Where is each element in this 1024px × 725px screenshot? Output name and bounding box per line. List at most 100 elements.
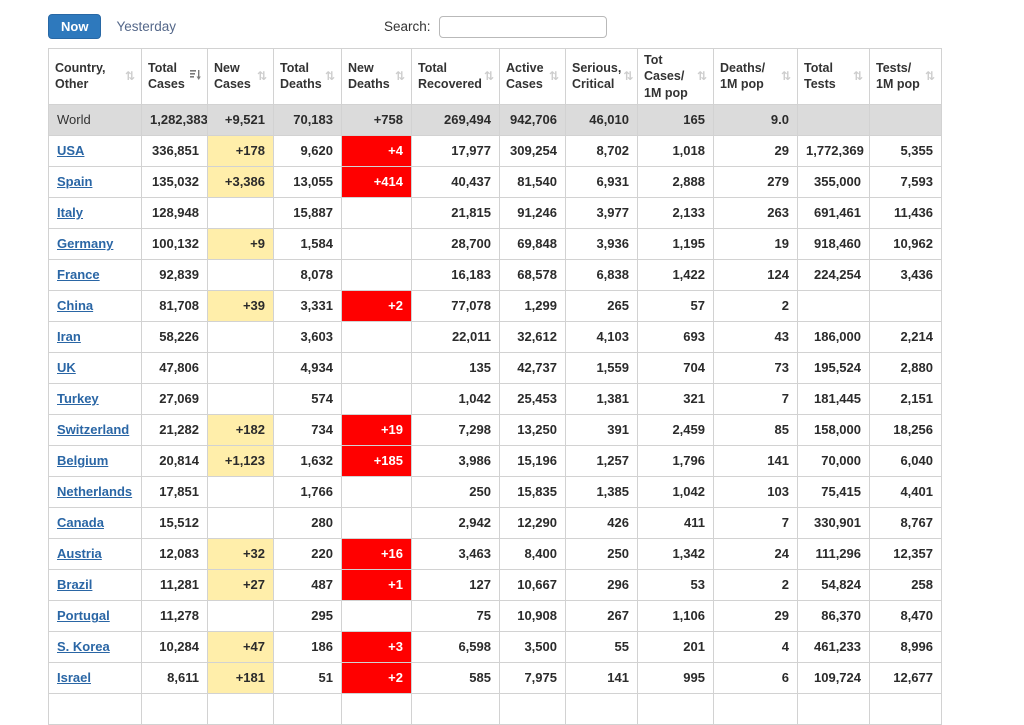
cell-country[interactable]: USA xyxy=(49,135,142,166)
cell-total_recovered: 17,977 xyxy=(412,135,500,166)
table-row: Italy128,94815,88721,81591,2463,9772,133… xyxy=(49,197,942,228)
country-link[interactable]: Spain xyxy=(57,174,92,189)
now-button[interactable]: Now xyxy=(48,14,101,39)
cell-country[interactable]: UK xyxy=(49,352,142,383)
country-link[interactable]: USA xyxy=(57,143,84,158)
table-row: USA336,851+1789,620+417,977309,2548,7021… xyxy=(49,135,942,166)
country-link[interactable]: Brazil xyxy=(57,577,92,592)
cell-country[interactable]: China xyxy=(49,290,142,321)
table-row: Israel8,611+18151+25857,9751419956109,72… xyxy=(49,662,942,693)
column-header-tests_1m[interactable]: Tests/ 1M pop⇅ xyxy=(870,49,942,105)
cell-serious_critical: 426 xyxy=(566,507,638,538)
cell-tests_1m: 8,996 xyxy=(870,631,942,662)
cell-new_deaths: +185 xyxy=(342,445,412,476)
cell-new_cases: +178 xyxy=(208,135,274,166)
cell-new_cases: +39 xyxy=(208,290,274,321)
cell-total_tests: 158,000 xyxy=(798,414,870,445)
cell-country[interactable]: S. Korea xyxy=(49,631,142,662)
table-row: Switzerland21,282+182734+197,29813,25039… xyxy=(49,414,942,445)
country-link[interactable]: Germany xyxy=(57,236,113,251)
cell-total_recovered: 3,986 xyxy=(412,445,500,476)
cell-total_tests: 330,901 xyxy=(798,507,870,538)
country-link[interactable]: Switzerland xyxy=(57,422,129,437)
cell-tests_1m xyxy=(870,290,942,321)
country-link[interactable]: Israel xyxy=(57,670,91,685)
cell-country[interactable]: Israel xyxy=(49,662,142,693)
column-header-total_tests[interactable]: Total Tests⇅ xyxy=(798,49,870,105)
cell-country[interactable]: Turkey xyxy=(49,383,142,414)
column-header-deaths_1m[interactable]: Deaths/ 1M pop⇅ xyxy=(714,49,798,105)
column-label: New Deaths xyxy=(348,60,390,93)
yesterday-link[interactable]: Yesterday xyxy=(116,19,176,34)
cell-tests_1m: 2,214 xyxy=(870,321,942,352)
cell-total_cases: 10,284 xyxy=(142,631,208,662)
country-link[interactable]: UK xyxy=(57,360,76,375)
cell-country[interactable]: Austria xyxy=(49,538,142,569)
cell-serious_critical: 6,931 xyxy=(566,166,638,197)
cell-country[interactable]: France xyxy=(49,259,142,290)
cell-total_deaths: 574 xyxy=(274,383,342,414)
column-header-active_cases[interactable]: Active Cases⇅ xyxy=(500,49,566,105)
cell-country[interactable]: Germany xyxy=(49,228,142,259)
cell-serious_critical: 8,702 xyxy=(566,135,638,166)
country-link[interactable]: China xyxy=(57,298,93,313)
column-header-serious_critical[interactable]: Serious, Critical⇅ xyxy=(566,49,638,105)
cell-total_recovered xyxy=(412,693,500,724)
country-link[interactable]: Iran xyxy=(57,329,81,344)
country-link[interactable]: Turkey xyxy=(57,391,99,406)
sort-toggle-icon: ⇅ xyxy=(484,69,494,83)
column-header-total_cases[interactable]: Total Cases xyxy=(142,49,208,105)
sort-toggle-icon: ⇅ xyxy=(395,69,405,83)
search-area: Search: xyxy=(384,16,607,38)
column-header-total_recovered[interactable]: Total Recovered⇅ xyxy=(412,49,500,105)
search-input[interactable] xyxy=(439,16,607,38)
cell-deaths_1m: 2 xyxy=(714,290,798,321)
cell-country[interactable]: Netherlands xyxy=(49,476,142,507)
country-link[interactable]: Austria xyxy=(57,546,102,561)
column-header-tot_cases_1m[interactable]: Tot Cases/ 1M pop⇅ xyxy=(638,49,714,105)
cell-total_cases: 27,069 xyxy=(142,383,208,414)
cell-tests_1m: 2,151 xyxy=(870,383,942,414)
cell-serious_critical: 265 xyxy=(566,290,638,321)
cell-serious_critical: 296 xyxy=(566,569,638,600)
cell-country[interactable]: Belgium xyxy=(49,445,142,476)
table-row: Turkey27,0695741,04225,4531,3813217181,4… xyxy=(49,383,942,414)
column-header-new_deaths[interactable]: New Deaths ⇅ xyxy=(342,49,412,105)
cell-country[interactable]: Canada xyxy=(49,507,142,538)
cell-total_recovered: 21,815 xyxy=(412,197,500,228)
country-link[interactable]: France xyxy=(57,267,100,282)
country-link[interactable]: Italy xyxy=(57,205,83,220)
cell-active_cases: 10,667 xyxy=(500,569,566,600)
cell-tests_1m: 258 xyxy=(870,569,942,600)
country-link[interactable]: Canada xyxy=(57,515,104,530)
cell-deaths_1m: 43 xyxy=(714,321,798,352)
cell-deaths_1m: 29 xyxy=(714,135,798,166)
cell-country[interactable]: Spain xyxy=(49,166,142,197)
country-link[interactable]: S. Korea xyxy=(57,639,110,654)
country-link[interactable]: Netherlands xyxy=(57,484,132,499)
sort-toggle-icon: ⇅ xyxy=(925,69,935,83)
country-link[interactable]: Belgium xyxy=(57,453,108,468)
cell-total_tests: 111,296 xyxy=(798,538,870,569)
column-header-country[interactable]: Country, Other⇅ xyxy=(49,49,142,105)
cell-tot_cases_1m: 201 xyxy=(638,631,714,662)
cell-total_deaths: 3,331 xyxy=(274,290,342,321)
cell-total_tests: 109,724 xyxy=(798,662,870,693)
cell-total_cases: 11,278 xyxy=(142,600,208,631)
cell-country[interactable]: Brazil xyxy=(49,569,142,600)
cell-country[interactable]: Iran xyxy=(49,321,142,352)
cell-tests_1m xyxy=(870,693,942,724)
cell-new_deaths xyxy=(342,507,412,538)
cell-tot_cases_1m: 165 xyxy=(638,104,714,135)
cell-tests_1m: 2,880 xyxy=(870,352,942,383)
cell-country[interactable]: Switzerland xyxy=(49,414,142,445)
column-header-new_cases[interactable]: New Cases⇅ xyxy=(208,49,274,105)
column-header-total_deaths[interactable]: Total Deaths⇅ xyxy=(274,49,342,105)
sort-toggle-icon: ⇅ xyxy=(257,69,267,83)
cell-country[interactable]: Italy xyxy=(49,197,142,228)
cell-total_tests: 461,233 xyxy=(798,631,870,662)
cell-total_tests: 691,461 xyxy=(798,197,870,228)
country-link[interactable]: Portugal xyxy=(57,608,110,623)
cell-serious_critical: 6,838 xyxy=(566,259,638,290)
cell-country[interactable]: Portugal xyxy=(49,600,142,631)
